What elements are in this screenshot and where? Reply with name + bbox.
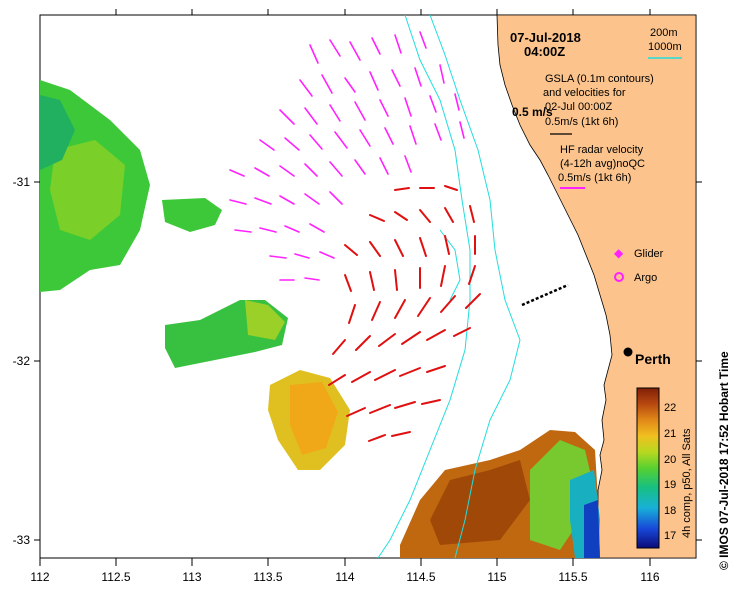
colorbar-title: 4h comp, p50, All Sats — [681, 428, 693, 538]
lat-tick: -32 — [13, 354, 31, 368]
sst-patch-southeast — [400, 430, 600, 558]
lat-tick-labels: -31 -32 -33 — [13, 175, 31, 547]
sst-patch-west — [40, 80, 150, 292]
lon-tick: 112 — [30, 570, 49, 584]
hf-label-2: (4-12h avg)noQC — [560, 158, 645, 170]
bathymetry-contours — [377, 15, 521, 558]
sst-patch-south-mid — [268, 370, 350, 470]
lon-tick: 116 — [640, 570, 659, 584]
hf-radar-vectors — [229, 31, 465, 281]
lon-tick: 112.5 — [101, 570, 130, 584]
perth-marker — [623, 347, 633, 357]
glider-label: Glider — [634, 248, 664, 260]
colorbar-tick: 20 — [664, 454, 676, 466]
sst-patch-mid — [165, 300, 288, 368]
colorbar — [636, 387, 660, 549]
lon-axis — [39, 9, 651, 566]
city-label: Perth — [635, 351, 671, 367]
lon-tick: 113 — [182, 570, 201, 584]
colorbar-tick: 21 — [664, 428, 676, 440]
hf-scale-label: 0.5m/s (1kt 6h) — [558, 172, 631, 184]
lat-tick: -33 — [13, 533, 31, 547]
gsla-vectors — [328, 185, 481, 442]
gsla-label-1: GSLA (0.1m contours) — [545, 73, 654, 85]
contour-legend-1000: 1000m — [648, 41, 682, 53]
colorbar-tick: 22 — [664, 402, 676, 414]
date-line2: 04:00Z — [524, 44, 565, 59]
colorbar-tick: 19 — [664, 479, 676, 491]
gsla-scale-label: 0.5m/s (1kt 6h) — [545, 116, 618, 128]
colorbar-ticks: 22 21 20 19 18 17 — [664, 402, 676, 542]
contour-legend-200: 200m — [650, 27, 678, 39]
gsla-label-2: and velocities for — [543, 87, 626, 99]
sst-patch-small — [162, 198, 222, 232]
gsla-label-3: 02-Jul 00:00Z — [545, 101, 613, 113]
lat-axis — [34, 181, 702, 541]
credit-text: © IMOS 07-Jul-2018 17:52 Hobart Time — [717, 351, 731, 570]
lon-tick: 114.5 — [406, 570, 435, 584]
argo-label: Argo — [634, 272, 657, 284]
lat-tick: -31 — [13, 175, 31, 189]
colorbar-tick: 17 — [664, 530, 676, 542]
glider-legend-marker: ◆ — [614, 246, 624, 260]
lon-tick: 115.5 — [558, 570, 587, 584]
lon-tick: 115 — [487, 570, 506, 584]
date-line1: 07-Jul-2018 — [510, 30, 581, 45]
argo-legend-marker — [614, 272, 624, 282]
vector-scale-label: 0.5 m/s — [512, 105, 553, 119]
colorbar-tick: 18 — [664, 505, 676, 517]
lon-tick: 114 — [335, 570, 354, 584]
lon-tick-labels: 112 112.5 113 113.5 114 114.5 115 115.5 … — [30, 570, 659, 584]
glider-track — [521, 283, 569, 307]
hf-label-1: HF radar velocity — [560, 144, 644, 156]
lon-tick: 113.5 — [253, 570, 282, 584]
